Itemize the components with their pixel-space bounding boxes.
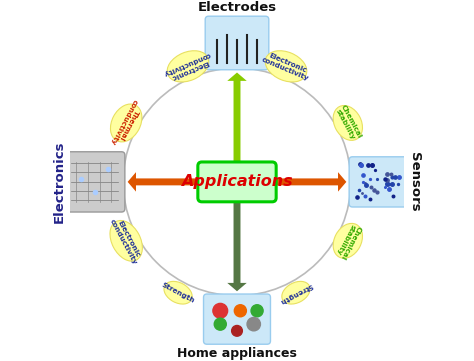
Circle shape (214, 318, 226, 330)
Text: Strength: Strength (161, 282, 196, 304)
FancyBboxPatch shape (205, 16, 269, 70)
Circle shape (234, 305, 246, 317)
Text: Thermal
conductivity: Thermal conductivity (109, 98, 144, 148)
Text: Electronic
conductivity: Electronic conductivity (162, 51, 214, 82)
Text: Chemical
stability: Chemical stability (334, 221, 362, 260)
Text: Electrodes: Electrodes (198, 0, 276, 13)
Text: Electronics: Electronics (52, 141, 65, 223)
Ellipse shape (333, 105, 363, 140)
Text: Sensors: Sensors (408, 152, 421, 212)
Circle shape (247, 317, 260, 331)
Ellipse shape (282, 281, 310, 304)
Text: Electronic
conductivity: Electronic conductivity (109, 216, 144, 266)
Text: Chemical
stability: Chemical stability (334, 104, 362, 142)
FancyBboxPatch shape (203, 294, 271, 344)
Ellipse shape (110, 104, 142, 142)
Text: Strength: Strength (278, 282, 313, 304)
FancyBboxPatch shape (64, 152, 125, 212)
Ellipse shape (167, 51, 209, 82)
Circle shape (251, 305, 263, 317)
Circle shape (232, 326, 242, 336)
Ellipse shape (333, 223, 363, 258)
Text: Home appliances: Home appliances (177, 347, 297, 360)
Ellipse shape (110, 221, 142, 261)
Text: Applications: Applications (181, 174, 293, 190)
Circle shape (213, 303, 228, 318)
FancyBboxPatch shape (349, 157, 410, 207)
Ellipse shape (265, 51, 307, 82)
FancyBboxPatch shape (198, 162, 276, 202)
Ellipse shape (164, 281, 192, 304)
Text: Electronic
conductivity: Electronic conductivity (260, 51, 312, 82)
